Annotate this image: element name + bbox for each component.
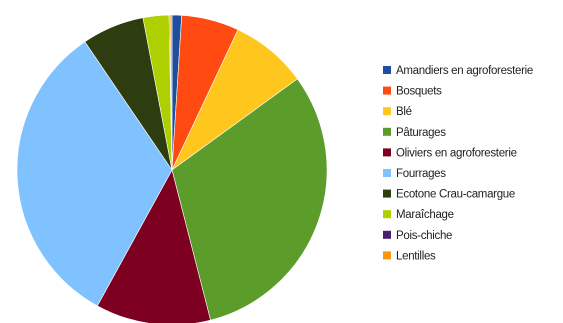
- legend-swatch: [383, 107, 391, 116]
- legend-label: Pois-chiche: [396, 230, 452, 242]
- pie-slices: [16, 14, 328, 323]
- legend-label: Maraîchage: [396, 209, 454, 221]
- legend-label: Blé: [396, 106, 412, 118]
- legend-item: Maraîchage: [383, 209, 454, 221]
- legend-item: Pois-chiche: [383, 230, 452, 242]
- legend-swatch: [383, 169, 391, 177]
- legend-swatch: [383, 66, 391, 74]
- legend-item: Ecotone Crau-camargue: [383, 189, 515, 201]
- legend-item: Amandiers en agroforesterie: [383, 65, 533, 77]
- legend-label: Lentilles: [396, 250, 436, 262]
- legend-label: Oliviers en agroforesterie: [396, 147, 517, 159]
- legend-item: Blé: [383, 106, 412, 118]
- pie-slice-6: [16, 41, 173, 307]
- legend-label: Ecotone Crau-camargue: [396, 189, 515, 201]
- legend-swatch: [383, 230, 391, 239]
- legend-swatch: [383, 148, 391, 157]
- legend-swatch: [383, 251, 391, 260]
- pie-slice-5: [96, 169, 211, 323]
- legend-label: Amandiers en agroforesterie: [396, 65, 533, 77]
- legend-swatch: [383, 86, 391, 95]
- legend-swatch: [383, 189, 391, 198]
- legend-label: Pâturages: [396, 127, 446, 139]
- legend-item: Fourrages: [383, 168, 447, 180]
- legend-swatch: [383, 210, 391, 219]
- legend-label: Bosquets: [396, 86, 442, 98]
- legend-item: Oliviers en agroforesterie: [383, 147, 517, 159]
- legend-swatch: [383, 127, 391, 136]
- legend-item: Bosquets: [383, 86, 442, 98]
- legend: Amandiers en agroforesterie Bosquets Blé Pâ…: [383, 65, 533, 262]
- pie-slice-4: [171, 78, 328, 321]
- legend-label: Fourrages: [396, 168, 446, 180]
- pie-slice-10: [169, 14, 173, 171]
- legend-item: Pâturages: [383, 127, 447, 139]
- legend-item: Lentilles: [383, 250, 436, 262]
